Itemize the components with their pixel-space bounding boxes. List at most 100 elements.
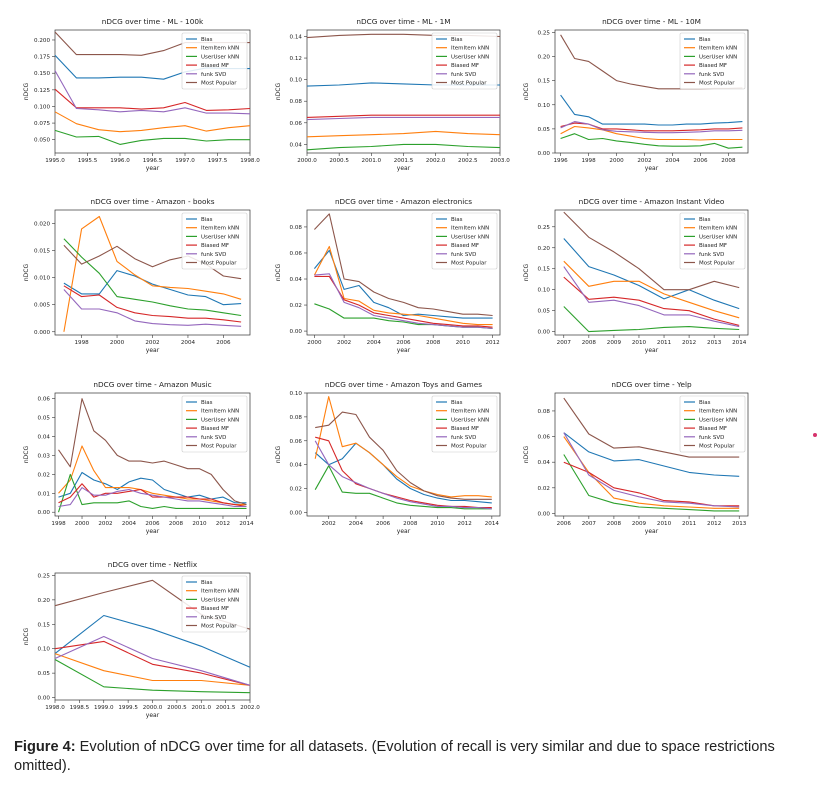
legend-box: [431, 212, 498, 270]
chart-panel-2: nDCG over time - ML - 1M 2000.0 2000.5 2001…: [275, 17, 510, 172]
x-tick-label: 2006: [216, 340, 231, 346]
y-tick-label: 0.00: [290, 329, 303, 335]
legend-label: Bias: [201, 37, 213, 43]
x-tick-label: 2000.0: [143, 705, 163, 711]
legend-box: [431, 395, 498, 453]
x-tick-label: 2006: [693, 158, 708, 164]
legend-label: UserUser kNN: [451, 54, 489, 60]
x-axis-label: year: [397, 347, 411, 354]
legend: Bias ItemItem kNN UserUser kNN Biased MF fun…: [181, 575, 248, 633]
figure-grid: nDCG over time - ML - 100k 1995.0 1995.5 19…: [23, 17, 749, 719]
y-tick-label: 0.00: [38, 510, 51, 516]
legend-box: [181, 32, 248, 90]
series-line-most-popular: [563, 211, 740, 291]
x-tick-label: 2010: [430, 521, 445, 527]
x-tick-label: 1996.0: [110, 158, 130, 164]
series-line-funk-svd: [54, 635, 251, 686]
series-line-most-popular: [58, 398, 247, 506]
legend-label: funk SVD: [699, 435, 724, 441]
x-tick-label: 2008: [169, 521, 184, 527]
x-tick-label: 2014: [485, 521, 500, 527]
x-tick-label: 2002.5: [458, 158, 478, 164]
y-axis-label: nDCG: [275, 264, 282, 282]
y-axis-label: nDCG: [275, 83, 282, 101]
x-tick-label: 2000: [307, 340, 322, 346]
plot-frame: [554, 392, 749, 517]
y-axis-label: nDCG: [523, 446, 530, 464]
chart-panel-7: nDCG over time - Amazon Music 1998 2000 200…: [23, 380, 254, 535]
chart-title: nDCG over time - ML - 100k: [102, 17, 204, 26]
y-tick-label: 0.100: [34, 104, 50, 110]
chart-title: nDCG over time - ML - 10M: [602, 17, 701, 26]
series-line-funk-svd: [563, 432, 740, 508]
y-tick-label: 0.125: [34, 88, 50, 94]
legend: Bias ItemItem kNN UserUser kNN Biased MF fun…: [679, 395, 746, 453]
x-tick-label: 2002: [322, 521, 336, 527]
y-tick-label: 0.06: [38, 397, 51, 403]
x-tick-label: 2007: [582, 521, 597, 527]
y-tick-label: 0.10: [290, 78, 303, 84]
legend-label: UserUser kNN: [201, 597, 239, 603]
legend-label: ItemItem kNN: [451, 226, 489, 232]
y-tick-label: 0.15: [38, 622, 51, 628]
legend-label: Biased MF: [699, 63, 727, 69]
legend-label: Most Popular: [201, 624, 237, 630]
x-tick-label: 2014: [732, 340, 747, 346]
x-tick-label: 1998.5: [70, 705, 90, 711]
series-line-itemitem-knn: [563, 436, 740, 509]
legend-label: UserUser kNN: [451, 417, 489, 423]
legend-label: ItemItem kNN: [201, 226, 239, 232]
x-tick-label: 1997.0: [175, 158, 195, 164]
series-line-funk-svd: [306, 116, 500, 121]
y-tick-label: 0.12: [290, 56, 302, 62]
legend-label: ItemItem kNN: [699, 46, 737, 52]
series-line-biased-mf: [306, 114, 500, 118]
x-tick-label: 2002: [637, 158, 651, 164]
x-tick-label: 1995.0: [45, 158, 65, 164]
legend-label: Most Popular: [201, 261, 237, 267]
y-tick-label: 0.05: [538, 127, 551, 133]
y-tick-label: 0.25: [38, 573, 51, 579]
y-tick-label: 0.00: [38, 696, 51, 702]
chart-title: nDCG over time - Amazon Instant Video: [579, 197, 725, 206]
series-line-bias: [63, 270, 242, 306]
x-tick-label: 2000: [609, 158, 624, 164]
chart-panel-9: nDCG over time - Yelp 2006 2007 2008 2009 201…: [523, 380, 749, 535]
series-line-funk-svd: [54, 70, 251, 115]
y-tick-label: 0.06: [290, 121, 303, 127]
legend-label: UserUser kNN: [699, 54, 737, 60]
y-tick-label: 0.14: [290, 34, 303, 40]
legend-label: Biased MF: [451, 426, 479, 432]
chart-title: nDCG over time - Amazon electronics: [335, 197, 472, 206]
legend-label: funk SVD: [451, 72, 476, 78]
plot-frame: [554, 209, 749, 336]
y-tick-label: 0.200: [34, 38, 50, 44]
x-tick-label: 2012: [682, 340, 696, 346]
legend-label: Most Popular: [451, 261, 487, 267]
chart-panel-4: nDCG over time - Amazon - books 1998 2000 2…: [23, 197, 251, 354]
legend-label: UserUser kNN: [451, 234, 489, 240]
legend-label: ItemItem kNN: [699, 226, 737, 232]
legend-label: funk SVD: [699, 72, 724, 78]
series-line-bias: [58, 471, 247, 504]
legend-box: [431, 32, 498, 90]
series-line-useruser-knn: [63, 238, 242, 317]
x-tick-label: 2004: [367, 340, 382, 346]
y-tick-label: 0.08: [290, 99, 303, 105]
x-tick-label: 2000: [110, 340, 125, 346]
x-axis-label: year: [146, 165, 160, 172]
series-line-useruser-knn: [563, 454, 740, 512]
legend-label: Most Popular: [699, 261, 735, 267]
y-tick-label: 0.08: [290, 225, 303, 231]
legend-label: UserUser kNN: [699, 417, 737, 423]
series-line-most-popular: [315, 411, 492, 500]
figure-caption: Figure 4: Evolution of nDCG over time fo…: [14, 738, 804, 776]
x-tick-label: 2008: [403, 521, 418, 527]
series-line-itemitem-knn: [560, 125, 743, 141]
x-tick-label: 2008: [582, 340, 597, 346]
chart-title: nDCG over time - Amazon - books: [90, 197, 214, 206]
y-tick-label: 0.08: [538, 409, 551, 415]
legend-label: ItemItem kNN: [451, 46, 489, 52]
series-line-funk-svd: [563, 266, 740, 328]
chart-panel-10: nDCG over time - Netflix 1998.0 1998.5 1999…: [23, 560, 260, 719]
